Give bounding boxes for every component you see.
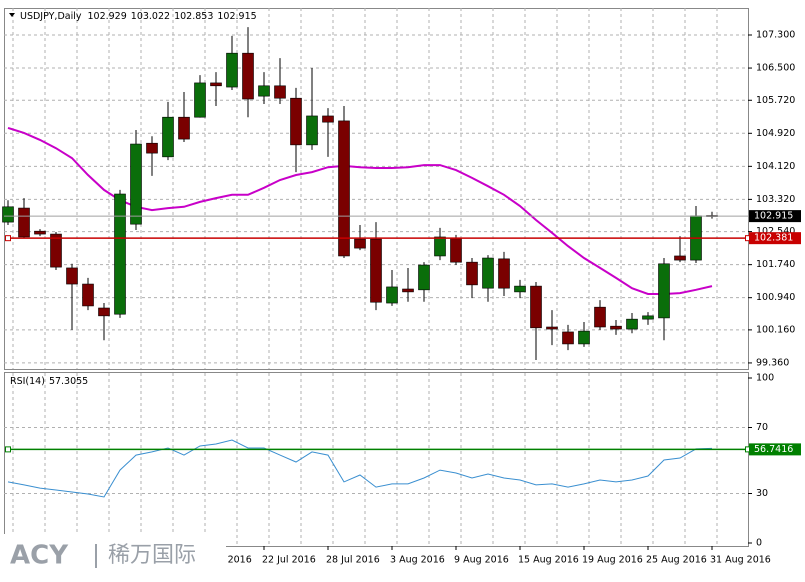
y-tick-label: 103.320 bbox=[756, 194, 795, 205]
grid bbox=[4, 8, 748, 546]
candle-body bbox=[194, 82, 206, 118]
x-tick-label: 28 Jul 2016 bbox=[326, 555, 380, 566]
candle-body bbox=[338, 120, 350, 257]
last-close: 102.915 bbox=[217, 11, 256, 22]
candle-body bbox=[290, 97, 302, 146]
rsi-tick-label: 0 bbox=[756, 538, 762, 549]
bid-label-box bbox=[749, 210, 801, 223]
candle-body bbox=[418, 264, 430, 291]
rsi-level-label-box bbox=[749, 443, 801, 456]
rsi-level-label: 56.7416 bbox=[754, 444, 793, 455]
candle-body bbox=[466, 261, 478, 286]
candle-body bbox=[322, 115, 334, 123]
y-tick-label: 104.920 bbox=[756, 128, 795, 139]
candle-body bbox=[34, 230, 46, 235]
watermark-bg bbox=[0, 534, 226, 578]
candle-body bbox=[402, 288, 414, 293]
candle-body bbox=[306, 115, 318, 146]
candle-body bbox=[562, 331, 574, 345]
candle-body bbox=[450, 237, 462, 263]
y-tick-label: 100.940 bbox=[756, 292, 795, 303]
candle-body bbox=[498, 258, 510, 289]
candle-body bbox=[178, 116, 190, 140]
chart-title: USDJPY,Daily 102.929 103.022 102.853 102.915 bbox=[20, 11, 257, 22]
x-tick-label: 19 Aug 2016 bbox=[582, 555, 643, 566]
y-tick-label: 104.120 bbox=[756, 161, 795, 172]
last-open: 102.929 bbox=[87, 11, 126, 22]
menu-arrow bbox=[9, 13, 15, 17]
line-handle bbox=[5, 235, 11, 242]
candle-body bbox=[514, 285, 526, 293]
candle-body bbox=[114, 193, 126, 315]
x-tick-label: 15 Aug 2016 bbox=[518, 555, 579, 566]
candle-body bbox=[130, 143, 142, 225]
candle-body bbox=[98, 307, 110, 317]
y-tick-label: 102.540 bbox=[756, 226, 795, 237]
candle-body bbox=[674, 255, 686, 261]
last-low: 102.853 bbox=[174, 11, 213, 22]
y-tick-label: 107.300 bbox=[756, 30, 795, 41]
rsi-tick-label: 30 bbox=[756, 488, 768, 499]
price-panel bbox=[4, 8, 749, 370]
rsi-panel bbox=[4, 372, 749, 547]
candle-body bbox=[530, 285, 542, 329]
y-tick-label: 105.720 bbox=[756, 95, 795, 106]
x-tick-label: 3 Aug 2016 bbox=[390, 555, 445, 566]
candle-body bbox=[578, 330, 590, 345]
x-tick-label: 9 Aug 2016 bbox=[454, 555, 509, 566]
y-tick-label: 106.500 bbox=[756, 63, 795, 74]
x-tick-label: 25 Aug 2016 bbox=[646, 555, 707, 566]
candle-body bbox=[274, 85, 286, 99]
candle-body bbox=[386, 286, 398, 304]
rsi-line bbox=[7, 439, 713, 498]
rsi-tick-label: 100 bbox=[756, 373, 774, 384]
candle-body bbox=[658, 263, 670, 319]
symbol: USDJPY,Daily bbox=[20, 11, 82, 22]
plot bbox=[2, 27, 751, 498]
hline-label-box bbox=[749, 232, 801, 245]
candle-body bbox=[66, 267, 78, 285]
candle-body bbox=[626, 318, 638, 330]
rsi-value: 57.3055 bbox=[49, 376, 88, 387]
candle-body bbox=[146, 142, 158, 154]
watermark-brand: ACY bbox=[10, 541, 69, 571]
line-handle bbox=[5, 446, 11, 453]
watermark-name: 稀万国际 bbox=[108, 543, 196, 568]
candle-body bbox=[2, 206, 14, 223]
candle-body bbox=[610, 325, 622, 330]
y-tick-label: 101.740 bbox=[756, 259, 795, 270]
bid-label: 102.915 bbox=[754, 211, 793, 222]
candle-body bbox=[162, 116, 174, 158]
candle-body bbox=[434, 236, 446, 257]
candle-body bbox=[18, 207, 30, 238]
candle-body bbox=[258, 85, 270, 97]
rsi-label: RSI(14) bbox=[10, 376, 45, 387]
x-tick-label: 22 Jul 2016 bbox=[262, 555, 316, 566]
candle-body bbox=[546, 326, 558, 330]
x-tick-label: 31 Aug 2016 bbox=[710, 555, 771, 566]
rsi-tick-label: 70 bbox=[756, 422, 768, 433]
hline-label: 102.381 bbox=[754, 233, 793, 244]
candle-body bbox=[354, 238, 366, 249]
rsi-title: RSI(14) 57.3055 bbox=[10, 376, 88, 387]
candle-body bbox=[594, 306, 606, 328]
y-tick-label: 100.160 bbox=[756, 324, 795, 335]
candle-body bbox=[50, 233, 62, 268]
labels: 107.300 106.500 105.720 104.920 104.120 103.3… bbox=[0, 30, 801, 578]
candle-body bbox=[370, 238, 382, 303]
candle-body bbox=[82, 283, 94, 307]
candle-body bbox=[642, 315, 654, 320]
candle-body bbox=[226, 52, 238, 88]
candle-body bbox=[210, 82, 222, 87]
candle-body bbox=[242, 52, 254, 100]
candle-body bbox=[482, 257, 494, 289]
y-tick-label: 99.360 bbox=[756, 357, 789, 368]
last-high: 103.022 bbox=[131, 11, 170, 22]
